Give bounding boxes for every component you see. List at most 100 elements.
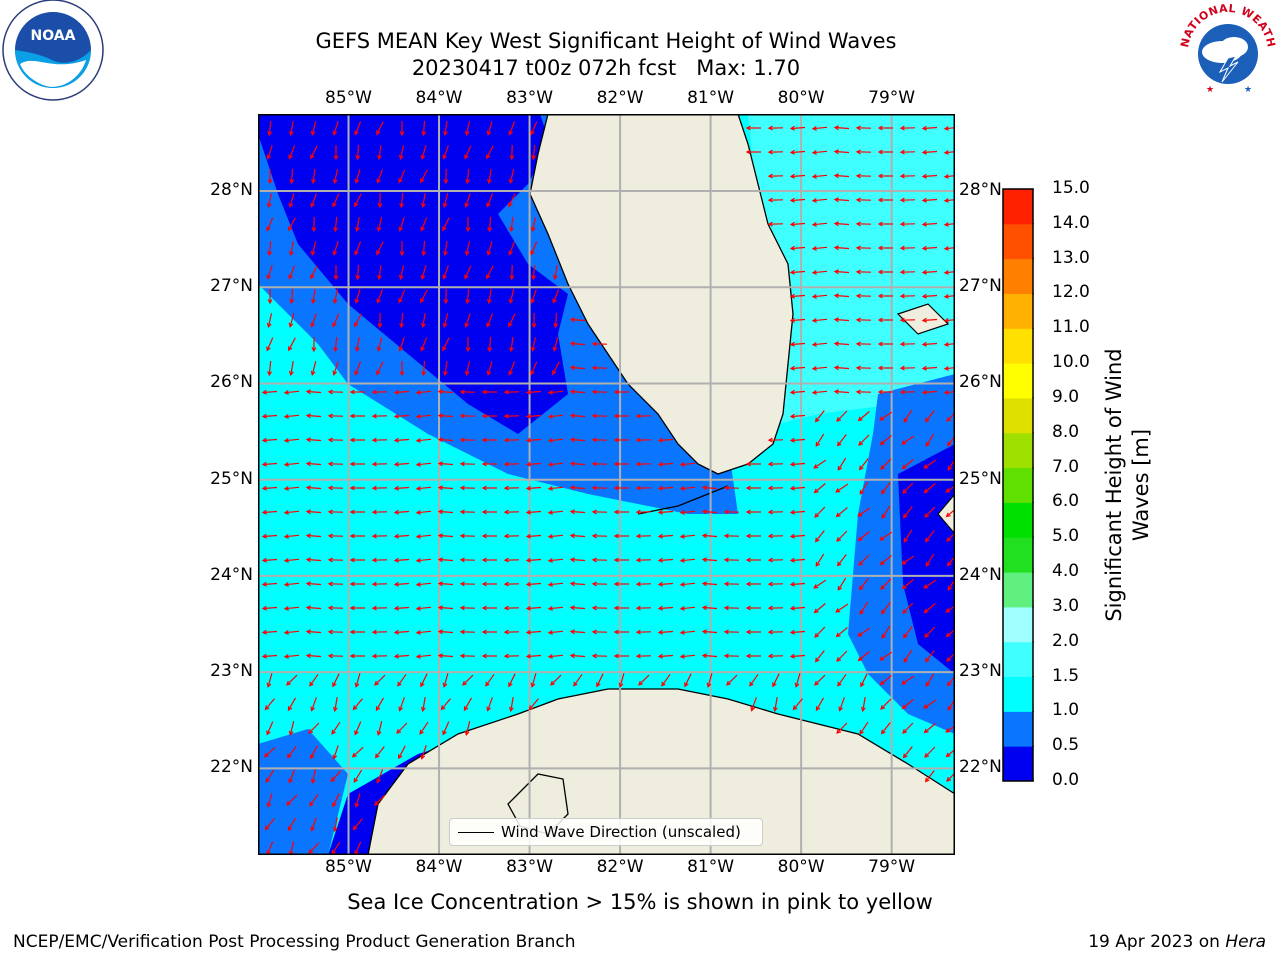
wave-direction-arrow: [421, 120, 427, 137]
sea-ice-caption: Sea Ice Concentration > 15% is shown in …: [347, 890, 933, 914]
wave-direction-arrow: [815, 553, 825, 567]
wave-direction-arrow: [354, 121, 362, 136]
wave-direction-arrow: [879, 411, 893, 421]
wave-direction-arrow: [375, 697, 385, 712]
wave-direction-arrow: [701, 581, 718, 587]
wave-direction-arrow: [371, 389, 388, 395]
wave-direction-arrow: [923, 723, 936, 734]
wave-direction-arrow: [591, 653, 608, 659]
wave-direction-arrow: [902, 482, 914, 494]
wave-direction-arrow: [943, 246, 955, 251]
wave-direction-arrow: [943, 174, 955, 179]
wave-direction-arrow: [305, 485, 322, 491]
wave-direction-arrow: [767, 629, 784, 635]
wave-direction-arrow: [305, 557, 322, 563]
wave-direction-arrow: [921, 245, 938, 251]
wave-direction-arrow: [899, 389, 916, 395]
wave-direction-arrow: [569, 581, 586, 587]
wave-direction-arrow: [789, 605, 806, 611]
wave-direction-arrow: [442, 217, 450, 232]
wave-direction-arrow: [310, 313, 317, 328]
tick-label: 82°W: [596, 857, 644, 877]
wave-direction-arrow: [265, 769, 275, 783]
wave-direction-arrow: [310, 817, 317, 832]
wave-direction-arrow: [305, 605, 322, 611]
wave-direction-arrow: [880, 578, 892, 590]
wave-direction-arrow: [486, 313, 494, 328]
wave-direction-arrow: [396, 722, 408, 734]
wave-direction-arrow: [397, 673, 407, 687]
wave-direction-arrow: [855, 197, 872, 203]
wave-direction-arrow: [354, 289, 361, 304]
tick-label: 27°N: [959, 276, 1002, 297]
wave-direction-arrow: [811, 198, 828, 203]
wave-direction-arrow: [305, 413, 322, 419]
wave-direction-arrow: [635, 629, 652, 635]
wave-direction-arrow: [943, 150, 955, 155]
wave-direction-arrow: [332, 793, 340, 808]
wave-direction-arrow: [855, 341, 872, 347]
wave-direction-arrow: [481, 413, 497, 419]
wave-direction-arrow: [860, 673, 868, 688]
wave-direction-arrow: [835, 483, 849, 493]
wave-direction-arrow: [613, 557, 629, 563]
wave-direction-arrow: [723, 509, 740, 515]
wave-direction-arrow: [684, 673, 692, 688]
wave-direction-arrow: [371, 557, 388, 563]
wave-direction-arrow: [332, 816, 338, 833]
wave-direction-arrow: [899, 221, 916, 227]
colorbar-segment: [1003, 572, 1033, 608]
wave-direction-arrow: [283, 534, 300, 539]
wave-direction-arrow: [745, 509, 761, 515]
wave-direction-arrow: [420, 745, 427, 760]
wave-direction-arrow: [288, 313, 295, 328]
wave-direction-arrow: [855, 365, 872, 371]
wave-direction-arrow: [855, 173, 872, 179]
wave-direction-arrow: [525, 581, 542, 587]
wave-direction-arrow: [355, 264, 361, 281]
wave-direction-arrow: [877, 149, 893, 155]
tick-label: 80°W: [777, 857, 825, 877]
wave-direction-arrow: [332, 696, 338, 713]
wave-direction-arrow: [288, 193, 295, 208]
wave-direction-arrow: [903, 649, 913, 663]
wave-direction-arrow: [858, 578, 869, 591]
wave-direction-arrow: [921, 149, 938, 155]
wave-direction-arrow: [811, 294, 828, 299]
wave-direction-arrow: [393, 437, 410, 443]
wave-direction-arrow: [288, 240, 294, 257]
wave-direction-arrow: [569, 389, 586, 395]
wave-direction-arrow: [398, 145, 405, 161]
tick-label: 81°W: [687, 88, 735, 108]
wave-direction-arrow: [376, 361, 384, 376]
wave-direction-arrow: [745, 653, 761, 659]
wave-direction-arrow: [921, 293, 938, 299]
wave-direction-arrow: [283, 486, 300, 491]
wave-direction-arrow: [902, 722, 914, 734]
wave-direction-arrow: [327, 557, 344, 563]
wave-direction-arrow: [332, 169, 339, 185]
wave-direction-arrow: [833, 125, 850, 131]
wave-direction-arrow: [305, 629, 322, 635]
colorbar-frame: [1002, 188, 1034, 782]
wave-direction-arrow: [547, 414, 564, 419]
wave-direction-arrow: [901, 459, 914, 470]
wave-direction-arrow: [509, 337, 514, 353]
colorbar-segment: [1003, 746, 1033, 782]
bahamas-island: [896, 303, 950, 335]
wave-direction-arrow: [838, 697, 845, 712]
colorbar: [1002, 188, 1034, 782]
wave-direction-arrow: [437, 437, 454, 443]
wave-direction-arrow: [415, 534, 432, 539]
wave-direction-arrow: [525, 605, 542, 611]
wave-direction-arrow: [393, 485, 410, 491]
wave-direction-arrow: [531, 264, 536, 281]
wave-direction-arrow: [877, 245, 893, 251]
wave-direction-arrow: [750, 697, 757, 712]
wave-direction-arrow: [547, 534, 564, 539]
wave-direction-arrow: [261, 605, 278, 611]
wave-direction-arrow: [569, 629, 586, 635]
wave-direction-arrow: [833, 197, 850, 203]
wave-direction-arrow: [354, 793, 361, 808]
wave-direction-arrow: [836, 410, 848, 422]
